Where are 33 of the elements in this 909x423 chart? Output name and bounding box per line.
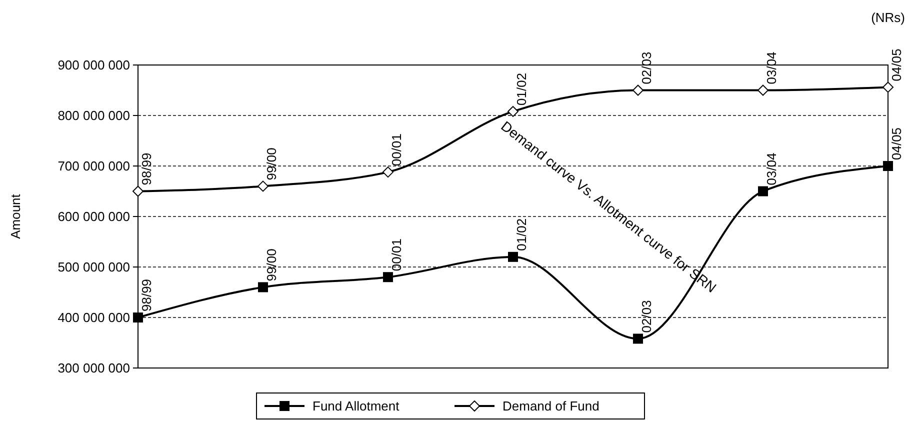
point xyxy=(508,252,518,262)
point xyxy=(133,312,143,322)
y-tick-label: 300 000 000 xyxy=(58,360,130,376)
category-label: 04/05 xyxy=(889,127,904,160)
y-tick-label: 500 000 000 xyxy=(58,260,130,275)
point xyxy=(132,186,144,197)
category-label: 02/03 xyxy=(639,300,654,333)
point xyxy=(758,186,768,196)
text: (NRs) xyxy=(871,10,905,25)
category-label: 00/01 xyxy=(389,134,404,166)
legend-label: Demand of Fund xyxy=(502,398,600,414)
point xyxy=(758,84,768,96)
category-label: 01/02 xyxy=(514,72,529,106)
category-label: 03/04 xyxy=(764,152,779,186)
y-tick-label: 800 000 000 xyxy=(58,108,130,124)
point xyxy=(508,106,518,117)
point xyxy=(882,82,894,93)
point xyxy=(633,334,643,344)
point xyxy=(258,282,268,292)
y-tick-label: 900 000 000 xyxy=(58,58,130,73)
y-tick-label: 400 000 000 xyxy=(58,310,130,326)
y-axis-title: Amount xyxy=(8,194,23,239)
point xyxy=(883,161,893,171)
point xyxy=(383,272,393,282)
point xyxy=(382,166,394,178)
point xyxy=(258,180,268,192)
point xyxy=(632,84,644,96)
category-label: 98/99 xyxy=(139,152,154,186)
x-tick-label: 04/05 xyxy=(889,48,904,82)
category-label: 99/00 xyxy=(264,148,279,180)
legend-label: Fund Allotment xyxy=(312,398,400,414)
y-tick-label: 600 000 000 xyxy=(58,209,130,224)
y-tick-label: 700 000 000 xyxy=(58,158,130,174)
